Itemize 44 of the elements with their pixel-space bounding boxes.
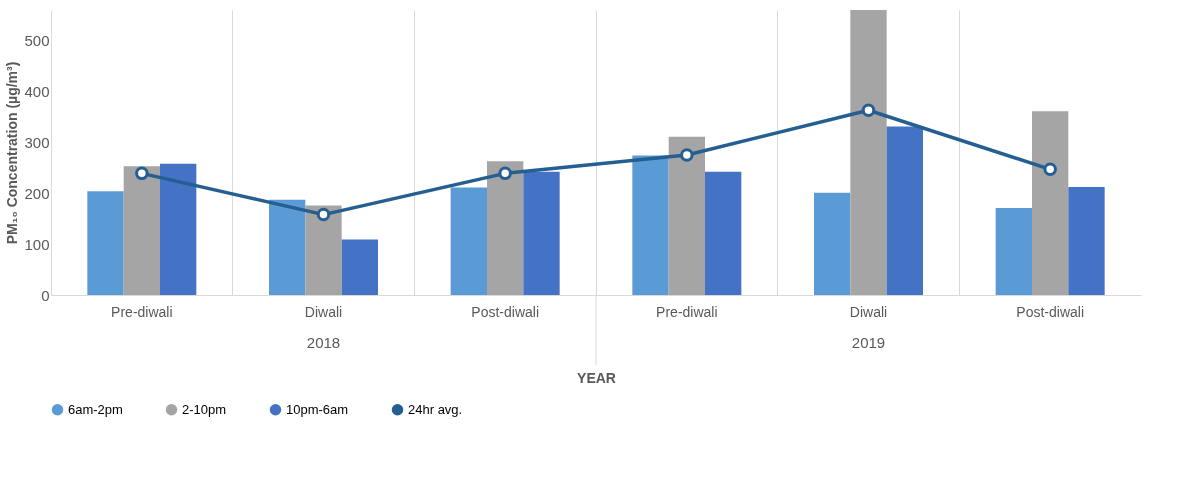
bar bbox=[487, 161, 524, 295]
bar bbox=[668, 136, 705, 295]
x-tick-label: Diwali bbox=[849, 303, 888, 320]
legend-label: 24hr avg. bbox=[408, 401, 463, 417]
bar bbox=[1032, 111, 1069, 295]
bar bbox=[995, 207, 1032, 295]
point bbox=[498, 166, 512, 181]
y-tick-label: 0 bbox=[41, 286, 50, 304]
text: 2019 bbox=[851, 334, 886, 351]
bar bbox=[269, 199, 306, 295]
legend-label: 6am-2pm bbox=[68, 401, 123, 417]
y-tick-label: 500 bbox=[24, 32, 50, 50]
x-tick-label: Diwali bbox=[304, 303, 343, 320]
y-tick-label: 100 bbox=[24, 235, 50, 253]
point bbox=[861, 103, 876, 117]
bar bbox=[341, 239, 378, 295]
legend-label: 10pm-6am bbox=[286, 401, 349, 417]
bar bbox=[450, 187, 487, 295]
y-axis-title: PM₁₀ Concentration (µg/m³) bbox=[4, 61, 21, 245]
x-axis-title: YEAR bbox=[577, 369, 616, 386]
point bbox=[1043, 162, 1057, 177]
legend-label: 2-10pm bbox=[182, 401, 227, 417]
bar bbox=[850, 10, 887, 295]
point bbox=[135, 166, 149, 181]
y-tick-label: 300 bbox=[24, 133, 50, 151]
text: 2018 bbox=[306, 334, 341, 351]
bar bbox=[305, 205, 342, 295]
y-tick-label: 400 bbox=[24, 82, 50, 100]
x-tick-label: Pre-diwali bbox=[656, 303, 718, 320]
point bbox=[680, 148, 694, 162]
bar bbox=[632, 155, 669, 295]
bar bbox=[1068, 187, 1105, 295]
bar bbox=[160, 163, 197, 295]
bar bbox=[123, 166, 160, 295]
x-tick-label: Post-diwali bbox=[1016, 303, 1085, 320]
bar bbox=[814, 192, 851, 295]
x-tick-label: Pre-diwali bbox=[111, 303, 173, 320]
bar bbox=[886, 126, 923, 295]
bar bbox=[523, 171, 560, 295]
x-tick-label: Post-diwali bbox=[471, 303, 540, 320]
y-tick-label: 200 bbox=[24, 184, 50, 202]
point bbox=[316, 207, 331, 222]
bar bbox=[705, 171, 742, 295]
bar bbox=[87, 191, 124, 295]
